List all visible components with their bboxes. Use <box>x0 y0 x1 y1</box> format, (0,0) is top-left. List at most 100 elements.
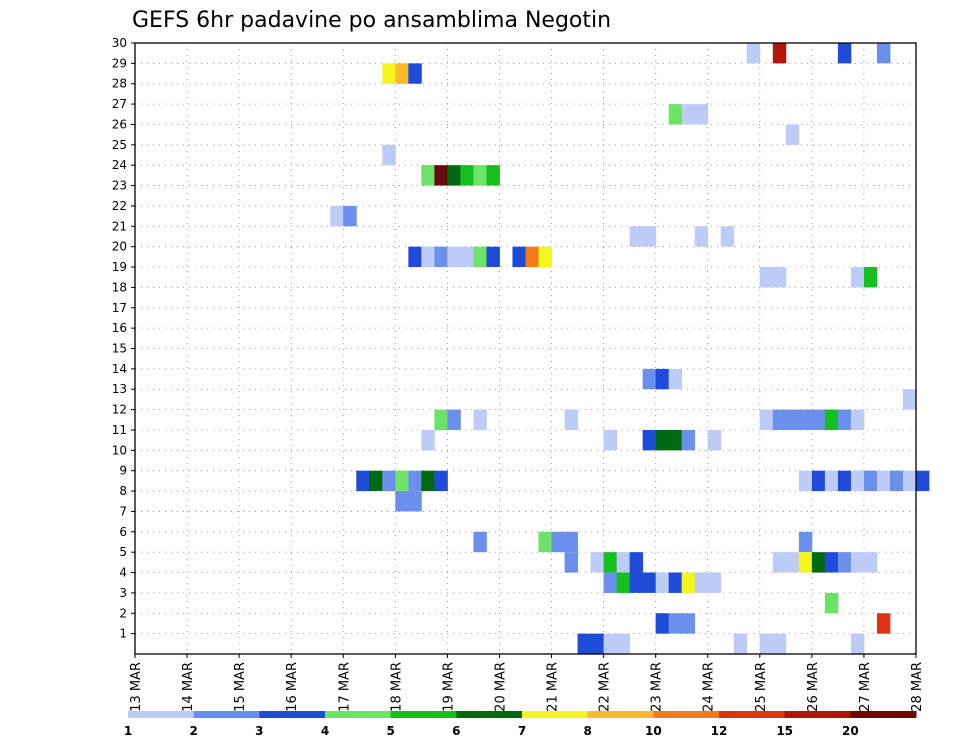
heatmap-cell <box>473 246 487 268</box>
y-tick-label: 27 <box>112 97 127 111</box>
heatmap-cell <box>486 165 500 186</box>
y-tick-label: 10 <box>112 443 127 457</box>
heatmap-cell <box>642 368 657 390</box>
legend-swatch <box>784 711 851 718</box>
legend-swatch <box>587 711 654 718</box>
heatmap-cell <box>525 246 539 268</box>
y-tick-label: 2 <box>119 606 127 620</box>
heatmap-cell <box>798 552 813 573</box>
legend-label: 1 <box>124 724 132 738</box>
heatmap-cells <box>330 43 930 654</box>
y-tick-label: 5 <box>119 545 127 559</box>
heatmap-cell <box>408 491 422 512</box>
legend-label: 20 <box>842 724 859 738</box>
heatmap-cell <box>733 633 748 654</box>
heatmap-cell <box>616 572 631 593</box>
heatmap-cell <box>824 552 839 573</box>
heatmap-cell <box>772 552 787 573</box>
plot-frame <box>134 42 917 655</box>
heatmap-cell <box>473 165 487 186</box>
heatmap-cell <box>343 205 357 227</box>
heatmap-cell <box>785 409 800 430</box>
heatmap-cell <box>681 613 696 634</box>
heatmap-cell <box>590 552 604 573</box>
heatmap-cell <box>694 104 709 125</box>
y-tick-label: 14 <box>112 362 127 376</box>
heatmap-cell <box>863 470 878 492</box>
heatmap-cell <box>447 409 461 430</box>
heatmap-cell <box>850 633 865 654</box>
y-tick-label: 9 <box>119 464 127 478</box>
y-tick-label: 30 <box>112 36 127 50</box>
y-tick-label: 12 <box>112 403 127 417</box>
color-legend: 1 2 3 4 5 6 7 8 10 12 15 20 <box>124 711 917 738</box>
heatmap-cell <box>655 613 670 634</box>
y-tick-label: 25 <box>112 138 127 152</box>
legend-label: 4 <box>321 724 329 738</box>
heatmap-cell <box>460 165 474 186</box>
y-tick-label: 4 <box>119 566 127 580</box>
heatmap-cell <box>408 246 422 268</box>
x-tick-label: 26 MAR <box>806 662 821 712</box>
heatmap-cell <box>824 592 839 614</box>
heatmap-cell <box>785 552 800 573</box>
heatmap-cell <box>707 572 722 593</box>
heatmap-cell <box>863 267 878 288</box>
heatmap-cell <box>564 531 578 553</box>
legend-label: 7 <box>518 724 526 738</box>
y-tick-label: 7 <box>119 504 127 518</box>
x-tick-label: 18 MAR <box>389 662 404 712</box>
heatmap-cell <box>642 226 657 247</box>
y-axis-ticks: 1234567891011121314151617181920212223242… <box>112 36 135 641</box>
legend-label: 5 <box>386 724 394 738</box>
heatmap-cell <box>473 409 487 430</box>
heatmap-cell <box>538 246 552 268</box>
heatmap-cell <box>577 633 591 654</box>
heatmap-cell <box>434 165 448 186</box>
y-tick-label: 28 <box>112 77 127 91</box>
y-tick-label: 18 <box>112 280 127 294</box>
x-tick-label: 28 MAR <box>910 662 925 712</box>
heatmap-cell <box>811 470 826 492</box>
heatmap-cell <box>837 409 852 430</box>
x-tick-label: 25 MAR <box>754 662 769 712</box>
heatmap-cell <box>694 572 709 593</box>
heatmap-cell <box>668 613 683 634</box>
heatmap-cell <box>434 470 448 492</box>
x-tick-label: 14 MAR <box>181 662 196 712</box>
heatmap-cell <box>486 246 500 268</box>
heatmap-cell <box>824 409 839 430</box>
heatmap-cell <box>616 552 631 573</box>
heatmap-cell <box>447 246 461 268</box>
heatmap-cell <box>551 531 565 553</box>
legend-label: 3 <box>255 724 263 738</box>
heatmap-cell <box>369 470 383 492</box>
heatmap-cell <box>746 43 761 64</box>
heatmap-cell <box>421 429 435 451</box>
heatmap-cell <box>837 552 852 573</box>
heatmap-cell <box>694 226 709 247</box>
heatmap-cell <box>642 572 657 593</box>
heatmap-cell <box>876 470 891 492</box>
y-tick-label: 20 <box>112 240 127 254</box>
heatmap-cell <box>876 43 891 64</box>
heatmap-cell <box>629 572 644 593</box>
legend-label: 15 <box>776 724 793 738</box>
heatmap-cell <box>772 409 787 430</box>
y-tick-label: 6 <box>119 525 127 539</box>
heatmap-cell <box>395 470 409 492</box>
heatmap-cell <box>850 409 865 430</box>
y-tick-label: 26 <box>112 117 127 131</box>
heatmap-cell <box>421 246 435 268</box>
heatmap-cell <box>681 572 696 593</box>
heatmap-cell <box>434 409 448 430</box>
y-tick-label: 21 <box>112 219 127 233</box>
heatmap-cell <box>798 409 813 430</box>
heatmap-cell <box>876 613 891 634</box>
heatmap-cell <box>837 470 852 492</box>
heatmap-cell <box>447 165 461 186</box>
heatmap-cell <box>668 572 683 593</box>
heatmap-cell <box>382 144 396 166</box>
heatmap-cell <box>772 633 787 654</box>
heatmap-cell <box>759 409 774 430</box>
